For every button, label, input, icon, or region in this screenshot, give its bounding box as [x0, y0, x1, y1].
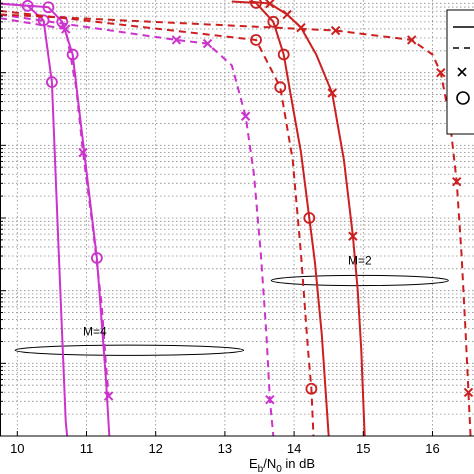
x-axis-title-text: in dB [282, 456, 315, 471]
series-marker-circle [250, 34, 262, 46]
x-tick-label: 13 [218, 441, 232, 456]
series-marker-circle [277, 48, 290, 61]
marker-stroke [171, 35, 182, 45]
series-marker-x [407, 35, 417, 45]
marker-stroke [61, 24, 71, 34]
marker-stroke [240, 111, 251, 121]
series-line-2 [0, 17, 110, 397]
series-marker-x [265, 394, 275, 405]
series-marker-circle [305, 382, 318, 395]
x-axis-title: Eb/N0 in dB [249, 456, 315, 474]
x-axis-title-text: E [249, 456, 258, 471]
annotation-ellipses [14, 274, 449, 356]
marker-stroke [463, 387, 474, 398]
x-tick-label: 11 [80, 441, 94, 456]
marker-stroke [265, 394, 275, 405]
series-marker-x [451, 176, 462, 187]
x-tick-label: 14 [287, 441, 301, 456]
legend-x-marker [457, 67, 467, 77]
series-marker-circle [42, 1, 55, 14]
series-marker-circle [267, 15, 280, 28]
series-marker-x [265, 0, 275, 9]
legend-box [446, 9, 474, 135]
series-line-0 [0, 2, 69, 437]
series-marker-x [61, 24, 71, 34]
series-line-3 [0, 13, 275, 437]
x-tick-label: 16 [425, 441, 439, 456]
marker-stroke [436, 67, 446, 78]
x-axis-title-subscript: b [258, 464, 264, 474]
series-marker-x [103, 391, 114, 401]
legend-circle-marker [456, 91, 470, 105]
series-marker-x [463, 387, 474, 398]
series-marker-circle [45, 76, 58, 89]
marker-stroke [78, 147, 88, 158]
series-marker-x [202, 38, 213, 49]
annotation-ellipse [270, 274, 449, 287]
annotation-label: M=2 [348, 254, 372, 268]
series-marker-circle [274, 81, 287, 94]
series-line-4 [231, 0, 330, 437]
series-marker-x [240, 111, 251, 121]
series-line-1 [0, 2, 111, 437]
marker-stroke [330, 25, 341, 36]
marker-stroke [202, 38, 213, 49]
x-tick-label: 12 [148, 441, 162, 456]
legend [446, 9, 474, 135]
marker-stroke [451, 176, 462, 187]
marker-stroke [407, 35, 417, 45]
series-marker-x [171, 35, 182, 45]
marker-stroke [103, 391, 114, 401]
series-marker-x [296, 22, 306, 33]
annotation-label: M=4 [83, 325, 107, 339]
x-axis-title-subscript: 0 [276, 464, 282, 474]
annotations: M=4 M=2 [83, 254, 372, 339]
marker-stroke [282, 9, 292, 20]
series-marker-x [330, 25, 341, 36]
grid-lines [0, 0, 474, 436]
x-tick-label: 10 [10, 441, 24, 456]
x-tick-label: 15 [356, 441, 370, 456]
series-marker-x [327, 88, 337, 98]
series-marker-x [436, 67, 446, 78]
series-marker-circle [66, 48, 79, 61]
series-marker-x [78, 147, 88, 158]
marker-stroke [296, 22, 306, 33]
series-line-5 [249, 0, 366, 437]
marker-stroke [348, 231, 358, 241]
series-marker-x [282, 9, 292, 20]
series-line-6 [0, 9, 315, 437]
x-axis-title-text: /N [263, 456, 276, 471]
series-marker-circle [303, 212, 316, 224]
annotation-ellipse [14, 344, 245, 356]
marker-stroke [265, 0, 275, 9]
series-marker-x [348, 231, 358, 241]
marker-stroke [327, 88, 337, 98]
